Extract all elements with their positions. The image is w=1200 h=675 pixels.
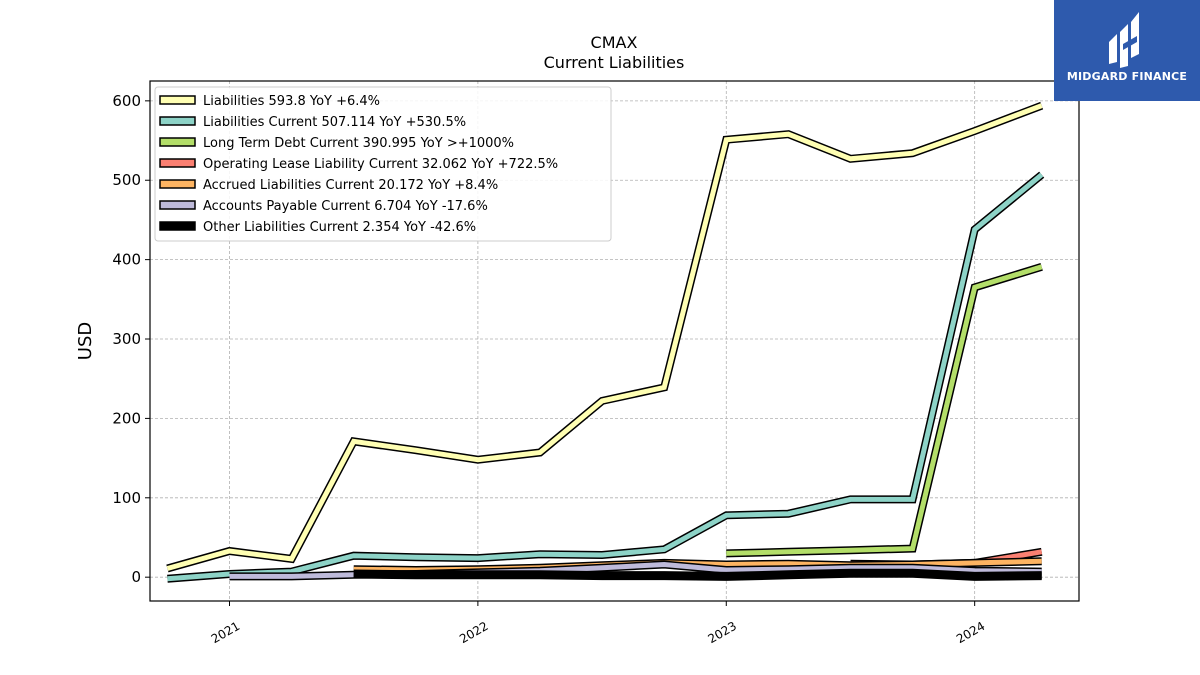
legend-swatch-liabilities [159,95,196,105]
y-tick-label: 500 [112,171,141,189]
legend-box [154,86,612,242]
legend-label-liabilities: Liabilities 593.8 YoY +6.4% [203,94,380,109]
legend-label-other-liabilities-current: Other Liabilities Current 2.354 YoY -42.… [203,220,476,235]
legend-label-accounts-payable-current: Accounts Payable Current 6.704 YoY -17.6… [203,199,488,214]
legend-swatch-other-liabilities-current [159,221,196,231]
x-axis-ticks: 2021 2022 2023 2024 [209,601,987,646]
y-tick-label: 600 [112,92,141,110]
legend-label-liabilities-current: Liabilities Current 507.114 YoY +530.5% [203,115,466,130]
y-tick-label: 100 [112,489,141,507]
y-tick-label: 300 [112,330,141,348]
plot-frame [149,80,1080,602]
y-axis-ticks: 0 100 200 300 400 500 600 [112,92,150,586]
y-tick-label: 0 [131,568,141,586]
midgard-logo-icon [1109,12,1139,68]
series-line-other-liabilities-current [353,569,1042,580]
x-tick-label: 2023 [706,619,739,646]
legend-swatch-operating-lease-liability-current [159,158,196,168]
series-lines [166,101,1045,583]
legend-label-operating-lease-liability-current: Operating Lease Liability Current 32.062… [203,157,558,172]
chart-subtitle: Current Liabilities [544,53,685,72]
legend-swatch-accrued-liabilities-current [159,179,196,189]
series-line-liabilities-current [167,172,1044,582]
x-tick-label: 2021 [209,619,242,646]
y-axis-label: USD [75,322,96,360]
legend-swatch-liabilities-current [159,116,196,126]
brand-badge: MIDGARD FINANCE [1054,0,1200,101]
y-tick-label: 200 [112,409,141,427]
legend-label-long-term-debt-current: Long Term Debt Current 390.995 YoY >+100… [203,136,514,151]
x-tick-label: 2024 [954,619,987,646]
y-tick-label: 400 [112,251,141,269]
legend-swatch-accounts-payable-current [159,200,196,210]
x-tick-label: 2022 [457,619,490,646]
legend-swatch-long-term-debt-current [159,137,196,147]
legend-label-accrued-liabilities-current: Accrued Liabilities Current 20.172 YoY +… [203,178,498,193]
brand-name: MIDGARD FINANCE [1066,70,1188,83]
series-line-long-term-debt-current [726,264,1043,556]
chart-title: CMAX [591,33,638,52]
legend: Liabilities 593.8 YoY +6.4% Liabilities C… [154,86,612,242]
series-line-liabilities [166,103,1043,571]
